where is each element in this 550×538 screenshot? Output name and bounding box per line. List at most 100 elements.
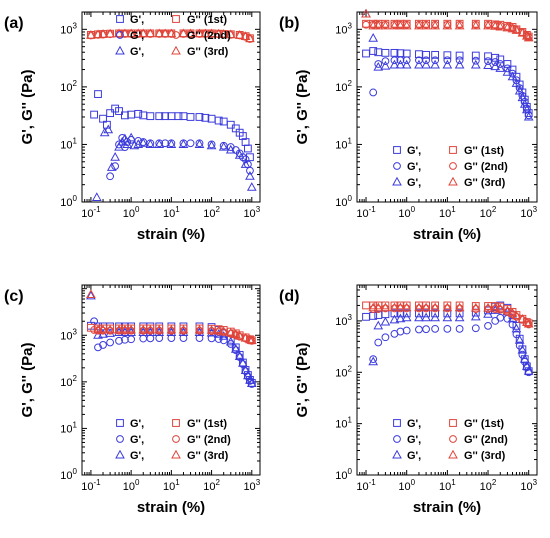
y-tick-label: 101 bbox=[335, 416, 352, 431]
data-point bbox=[511, 25, 522, 34]
series-Gpp-3rd bbox=[86, 28, 255, 43]
legend: G', G'' (1st) G', G'' (2nd) G', G'' (3rd) bbox=[115, 14, 231, 58]
data-point bbox=[381, 333, 390, 342]
data-point bbox=[415, 325, 423, 334]
data-point bbox=[245, 171, 255, 180]
data-point bbox=[362, 301, 370, 310]
data-point bbox=[99, 127, 110, 137]
data-point bbox=[490, 21, 501, 30]
data-point bbox=[240, 332, 251, 342]
data-point bbox=[230, 344, 241, 353]
data-point bbox=[214, 30, 223, 39]
y-axis-label: G', G'' (Pa) bbox=[19, 70, 36, 145]
x-tick-label: 101 bbox=[163, 205, 180, 220]
data-point bbox=[94, 343, 102, 352]
data-point bbox=[146, 112, 155, 121]
legend-marker-gprime bbox=[392, 449, 402, 459]
legend-label-gprime: G', bbox=[407, 418, 421, 430]
data-point bbox=[390, 56, 399, 65]
data-point bbox=[194, 139, 205, 148]
data-point bbox=[455, 301, 464, 310]
data-point bbox=[126, 324, 136, 334]
data-point bbox=[430, 20, 440, 30]
data-point bbox=[443, 301, 452, 310]
data-point bbox=[517, 344, 528, 354]
data-point bbox=[402, 301, 411, 310]
data-point bbox=[134, 109, 143, 118]
data-point bbox=[133, 28, 144, 38]
x-tick-label: 100 bbox=[123, 205, 140, 220]
data-point bbox=[483, 60, 493, 70]
data-point bbox=[401, 312, 412, 322]
data-point bbox=[235, 31, 244, 40]
data-point bbox=[422, 304, 430, 313]
data-point bbox=[496, 313, 505, 322]
x-tick-label: 103 bbox=[520, 205, 537, 220]
data-point bbox=[517, 92, 528, 102]
legend-label-gprime: G', bbox=[130, 14, 144, 26]
data-point bbox=[369, 47, 378, 55]
data-point bbox=[240, 159, 251, 168]
data-point bbox=[430, 302, 440, 312]
data-point bbox=[414, 59, 424, 69]
data-point bbox=[362, 49, 370, 58]
data-point bbox=[245, 334, 255, 344]
data-point bbox=[154, 139, 165, 148]
data-point bbox=[374, 60, 383, 68]
series-Gp-3rd bbox=[86, 290, 257, 388]
data-point bbox=[454, 302, 465, 312]
data-point bbox=[362, 312, 370, 321]
legend-label-gdouble: G'' (1st) bbox=[464, 145, 504, 157]
legend-label-gprime: G', bbox=[407, 450, 421, 462]
data-point bbox=[514, 85, 525, 95]
series-Gp-1st bbox=[90, 90, 254, 162]
data-point bbox=[234, 29, 245, 39]
data-point bbox=[421, 20, 431, 30]
y-tick-label: 103 bbox=[60, 327, 77, 342]
legend-label-gdouble: G'' (3rd) bbox=[187, 46, 229, 58]
y-tick-label: 103 bbox=[60, 21, 77, 36]
legend-label-gprime: G', bbox=[407, 177, 421, 189]
x-tick-label: 103 bbox=[243, 205, 260, 220]
data-point bbox=[442, 302, 453, 312]
data-point bbox=[455, 304, 464, 313]
data-point bbox=[234, 330, 245, 340]
data-point bbox=[118, 133, 127, 142]
data-point bbox=[502, 22, 513, 32]
data-point bbox=[213, 325, 224, 335]
x-axis-label: strain (%) bbox=[137, 226, 205, 243]
data-point bbox=[470, 59, 481, 69]
y-axis-label: G', G'' (Pa) bbox=[294, 70, 311, 145]
legend-marker-gprime bbox=[116, 31, 124, 39]
data-point bbox=[161, 139, 170, 148]
data-point bbox=[146, 30, 155, 38]
x-tick-label: 100 bbox=[398, 478, 415, 493]
data-point bbox=[122, 139, 133, 148]
data-point bbox=[422, 50, 430, 59]
data-point bbox=[145, 139, 156, 148]
data-point bbox=[194, 28, 205, 38]
data-point bbox=[246, 378, 257, 388]
data-point bbox=[246, 35, 254, 43]
data-point bbox=[120, 324, 130, 334]
data-point bbox=[455, 51, 464, 60]
data-point bbox=[106, 338, 115, 347]
data-point bbox=[246, 335, 257, 345]
data-point bbox=[146, 326, 155, 335]
y-tick-label: 100 bbox=[335, 194, 352, 209]
chart-panel-a: 10-1 100 101 102 103 100 101 102 103 strain (%) G'… bbox=[4, 11, 261, 243]
series-Gpp-3rd bbox=[361, 8, 534, 42]
data-point bbox=[484, 321, 492, 330]
data-point bbox=[507, 71, 518, 81]
legend-label-gprime: G', bbox=[407, 145, 421, 157]
data-point bbox=[512, 321, 521, 330]
series-Gp-1st bbox=[362, 47, 533, 118]
y-tick-label: 101 bbox=[335, 136, 352, 151]
data-point bbox=[225, 144, 236, 154]
chart-panel-d: 10-1 100 101 102 103 100 101 102 103 strain (%) G'… bbox=[279, 284, 538, 516]
legend-marker-gprime bbox=[116, 15, 124, 23]
data-point bbox=[179, 326, 188, 335]
data-point bbox=[395, 313, 406, 323]
data-point bbox=[126, 132, 136, 142]
